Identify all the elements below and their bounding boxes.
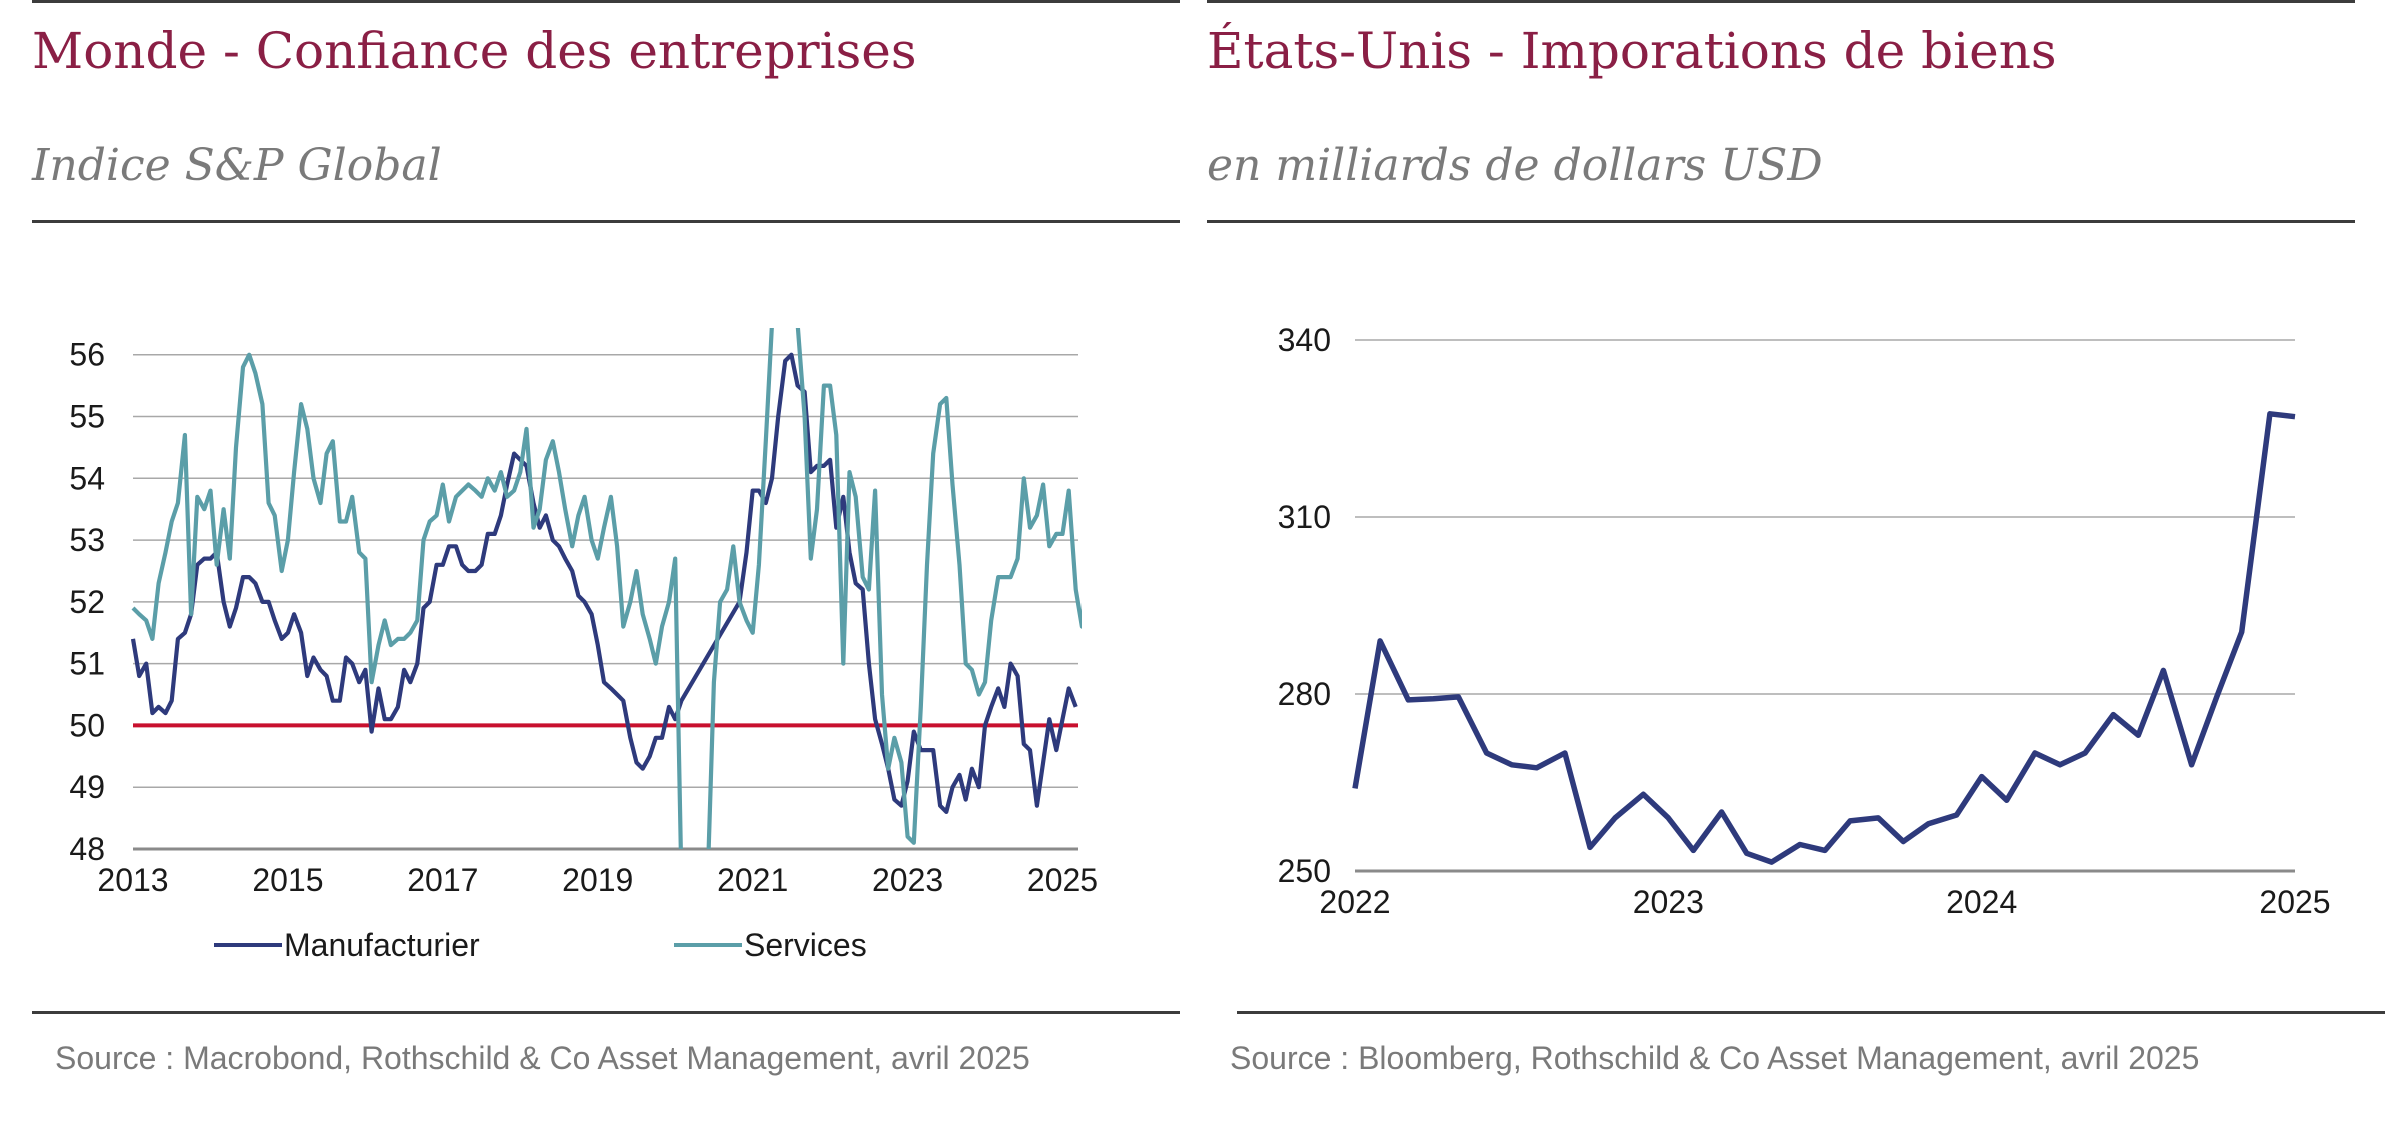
chart-title: États-Unis - Imporations de biens bbox=[1207, 22, 2057, 80]
x-tick-label: 2019 bbox=[562, 862, 633, 898]
y-tick-label: 51 bbox=[69, 646, 105, 682]
series-line-a bbox=[1352, 411, 2296, 865]
subtitle-rule bbox=[1207, 220, 2355, 223]
source-note: Source : Bloomberg, Rothschild & Co Asse… bbox=[1230, 1040, 2200, 1076]
legend-label: Services bbox=[744, 927, 867, 963]
top-rule bbox=[1207, 0, 2355, 3]
y-tick-label: 48 bbox=[69, 831, 105, 867]
y-tick-label: 52 bbox=[69, 584, 105, 620]
chart-us-imports: 250 280 310 340 2022 2023 2024 2025 bbox=[1278, 322, 2331, 920]
y-tick-label: 250 bbox=[1278, 853, 1331, 889]
chart-business-confidence: 48 49 50 51 52 53 54 55 56 2013 2015 2017 2019 2021 20… bbox=[69, 328, 1098, 963]
x-tick-label: 2023 bbox=[872, 862, 943, 898]
x-tick-label: 2013 bbox=[97, 862, 168, 898]
y-tick-label: 50 bbox=[69, 707, 105, 743]
bottom-rule bbox=[32, 1011, 1180, 1014]
y-tick-label: 56 bbox=[69, 337, 105, 373]
chart-subtitle: Indice S&P Global bbox=[32, 140, 442, 191]
x-tick-label: 2025 bbox=[1027, 862, 1098, 898]
x-tick-label: 2021 bbox=[717, 862, 788, 898]
y-tick-label: 340 bbox=[1278, 322, 1331, 358]
subtitle-rule bbox=[32, 220, 1180, 223]
x-tick-label: 2022 bbox=[1319, 884, 1390, 920]
y-tick-label: 55 bbox=[69, 399, 105, 435]
y-tick-label: 280 bbox=[1278, 676, 1331, 712]
source-note: Source : Macrobond, Rothschild & Co Asse… bbox=[55, 1040, 1030, 1076]
chart-title: Monde - Confiance des entreprises bbox=[32, 22, 917, 80]
series-line-b bbox=[131, 328, 1082, 849]
y-tick-label: 310 bbox=[1278, 499, 1331, 535]
legend-label: Manufacturier bbox=[284, 927, 480, 963]
y-tick-label: 49 bbox=[69, 769, 105, 805]
y-tick-label: 53 bbox=[69, 522, 105, 558]
x-tick-label: 2023 bbox=[1633, 884, 1704, 920]
series-line-a bbox=[130, 352, 1078, 814]
x-tick-label: 2024 bbox=[1946, 884, 2017, 920]
bottom-rule bbox=[1237, 1011, 2385, 1014]
x-tick-label: 2017 bbox=[407, 862, 478, 898]
x-tick-label: 2015 bbox=[252, 862, 323, 898]
x-tick-label: 2025 bbox=[2259, 884, 2330, 920]
chart-subtitle: en milliards de dollars USD bbox=[1207, 140, 1823, 191]
y-tick-label: 54 bbox=[69, 460, 105, 496]
top-rule bbox=[32, 0, 1180, 3]
